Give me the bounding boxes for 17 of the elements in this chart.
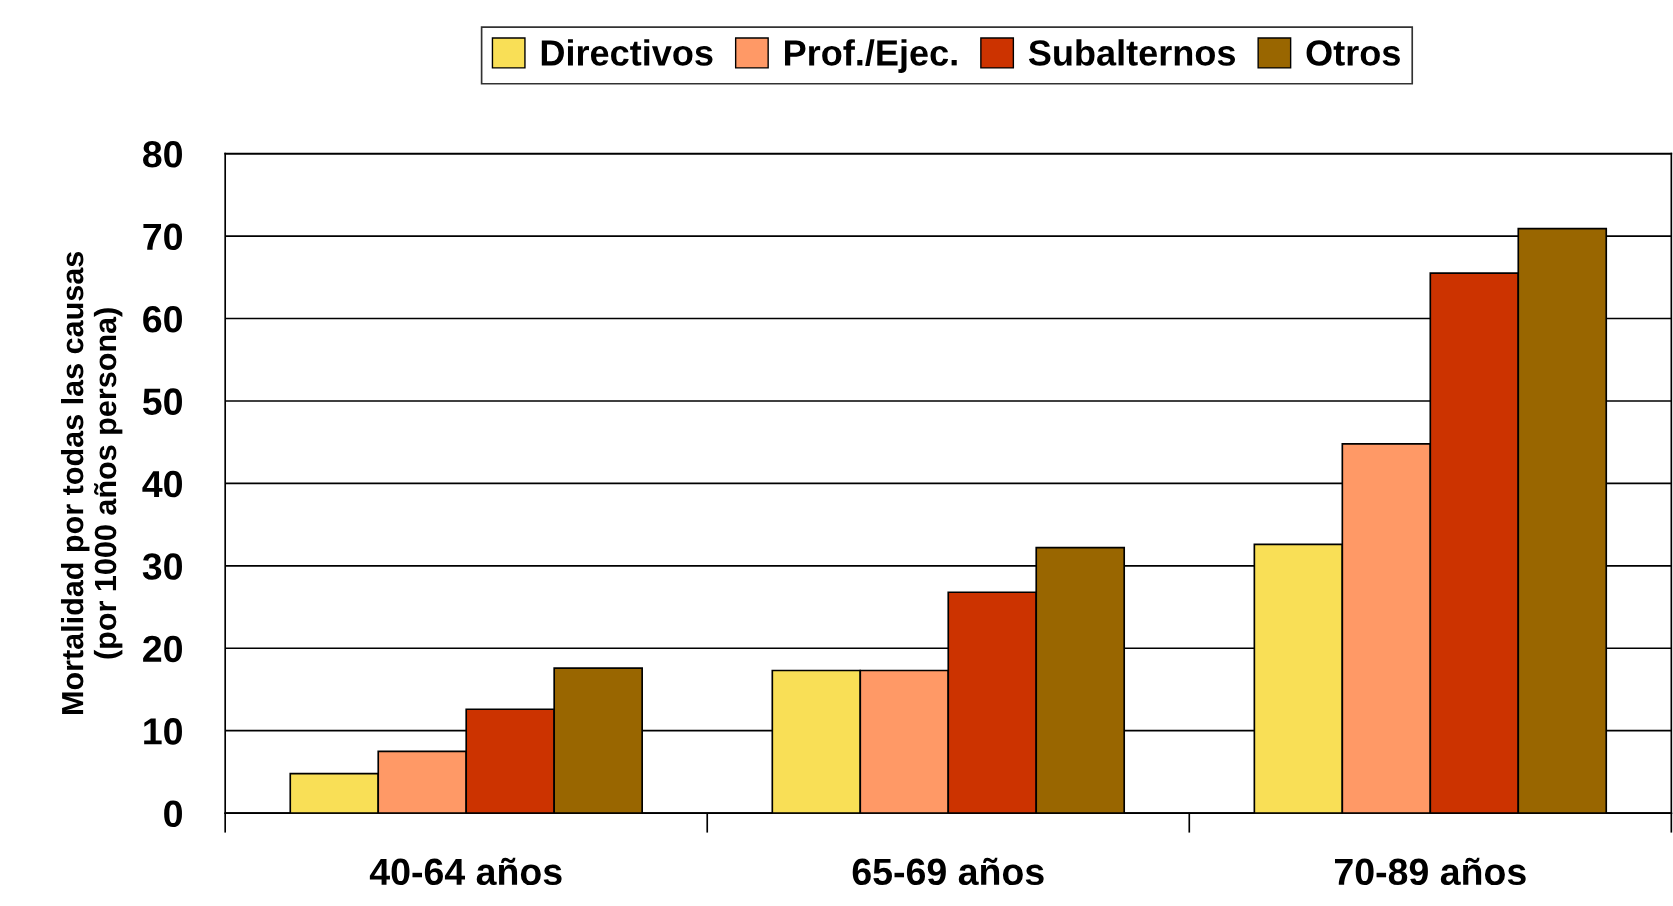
x-tick-label: 65-69 años (852, 857, 1044, 886)
legend-label: Otros (1306, 40, 1400, 66)
y-tick-label: 20 (143, 635, 182, 663)
y-axis-title: Mortalidad por todas las causas (por 1000 años persona) (60, 252, 123, 714)
x-tick-label: 70-89 años (1335, 857, 1526, 886)
y-tick-label: 0 (164, 800, 182, 828)
legend-label: Directivos (541, 39, 713, 66)
y-tick-label: 50 (142, 388, 182, 415)
y-tick-label: 80 (143, 141, 182, 168)
legend-label: Prof./Ejec. (785, 39, 957, 73)
y-tick-label: 10 (144, 718, 182, 745)
y-tick-label: 70 (143, 223, 182, 251)
x-tick-label: 40-64 años (369, 857, 562, 886)
y-tick-label: 30 (142, 553, 182, 580)
y-tick-label: 60 (143, 305, 182, 333)
legend-label: Subalternos (1028, 39, 1236, 66)
y-tick-label: 40 (142, 470, 182, 498)
